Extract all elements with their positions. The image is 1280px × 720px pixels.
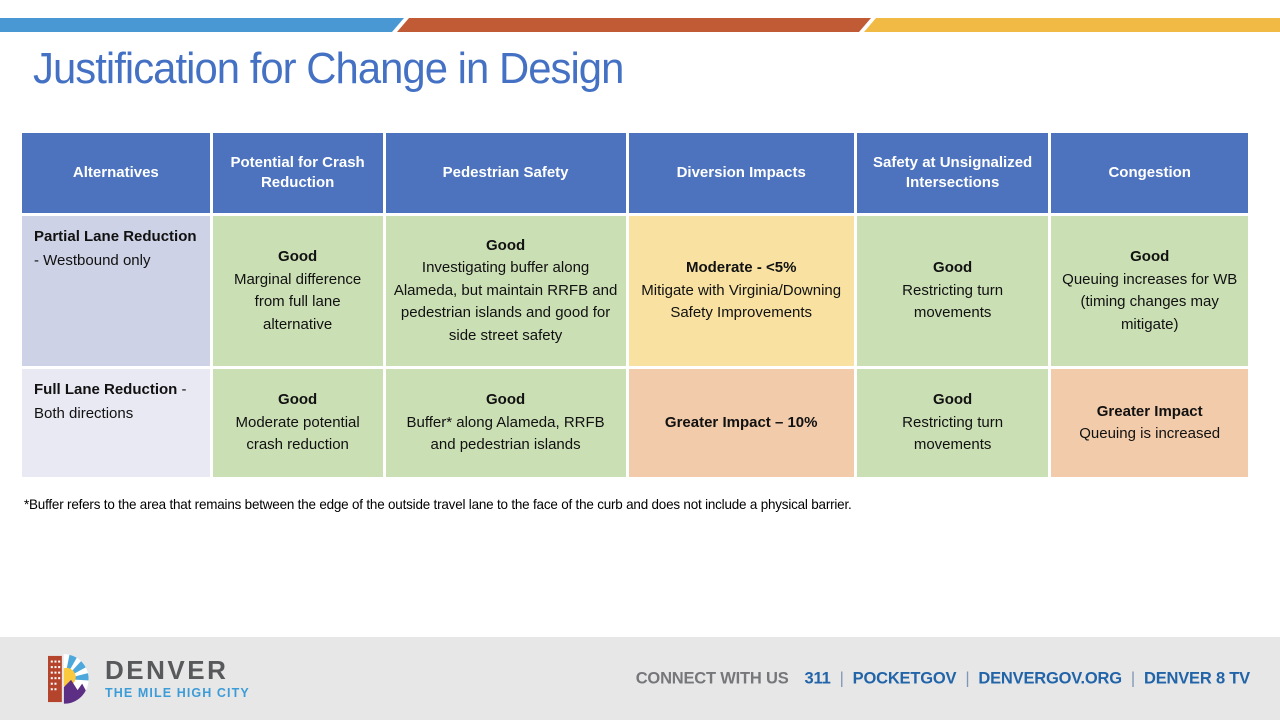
cell-description: Restricting turn movements <box>902 413 1004 454</box>
cell-description: Buffer* along Alameda, RRFB and pedestri… <box>406 413 605 454</box>
row-header-partial-lane-reduction: Partial Lane Reduction - Westbound only <box>22 216 210 366</box>
denver-logo: DENVER THE MILE HIGH CITY <box>48 651 250 707</box>
link-denvergov: DENVERGOV.ORG <box>978 669 1122 687</box>
col-header-unsignalized-safety: Safety at Unsignalized Intersections <box>856 133 1049 213</box>
cell-rating: Greater Impact <box>1096 402 1203 420</box>
link-pocketgov: POCKETGOV <box>852 669 957 687</box>
cell-rating: Good <box>933 391 973 409</box>
cell-partial-congestion: Good Queuing increases for WB (timing ch… <box>1051 216 1248 366</box>
cell-description: Moderate potential crash reduction <box>235 413 360 454</box>
ribbon-stripes-graphic <box>0 18 1280 32</box>
cell-full-unsignalized-safety: Good Restricting turn movements <box>856 369 1049 477</box>
cell-rating: Good <box>486 391 526 409</box>
cell-rating: Good <box>278 248 318 265</box>
comparison-table: Alternatives Potential for Crash Reducti… <box>22 133 1248 477</box>
col-header-pedestrian-safety: Pedestrian Safety <box>385 133 626 213</box>
divider <box>1131 669 1135 687</box>
connect-label: CONNECT WITH US <box>635 669 789 687</box>
footer-bar: DENVER THE MILE HIGH CITY CONNECT WITH U… <box>0 637 1280 720</box>
col-header-congestion: Congestion <box>1051 133 1248 213</box>
col-header-crash-reduction: Potential for Crash Reduction <box>212 133 383 213</box>
cell-full-diversion-impacts: Greater Impact – 10% <box>628 369 854 477</box>
ribbon-yellow-segment <box>864 18 1280 32</box>
ribbon-blue-segment <box>0 18 404 32</box>
alternative-detail: - Both directions <box>34 381 187 422</box>
cell-rating: Moderate - <5% <box>685 259 797 277</box>
row-header-full-lane-reduction: Full Lane Reduction - Both directions <box>22 369 210 477</box>
cell-description: Mitigate with Virginia/Downing Safety Im… <box>641 281 842 322</box>
cell-description: Marginal difference from full lane alter… <box>233 270 362 333</box>
cell-partial-crash-reduction: Good Marginal difference from full lane … <box>212 216 383 366</box>
cell-rating: Good <box>1130 248 1170 265</box>
cell-rating: Good <box>278 391 318 409</box>
col-header-alternatives: Alternatives <box>22 133 210 213</box>
cell-partial-diversion-impacts: Moderate - <5% Mitigate with Virginia/Do… <box>628 216 854 366</box>
link-denver8tv: DENVER 8 TV <box>1144 669 1250 687</box>
logo-wordmark: DENVER <box>105 655 229 686</box>
ribbon-red-segment <box>397 18 871 32</box>
denver-logo-icon <box>48 653 89 704</box>
logo-tagline: THE MILE HIGH CITY <box>105 685 250 700</box>
link-311: 311 <box>804 669 831 687</box>
cell-description: Investigating buffer along Alameda, but … <box>393 259 618 344</box>
cell-full-pedestrian-safety: Good Buffer* along Alameda, RRFB and ped… <box>385 369 626 477</box>
alternative-detail: - Westbound only <box>34 252 151 269</box>
cell-description: Restricting turn movements <box>902 281 1004 322</box>
connect-with-us-bar: CONNECT WITH US 311 POCKETGOV DENVERGOV.ORG… <box>636 669 1250 688</box>
cell-rating: Good <box>486 236 526 254</box>
page-title: Justification for Change in Design <box>33 44 624 93</box>
cell-full-crash-reduction: Good Moderate potential crash reduction <box>212 369 383 477</box>
divider <box>840 669 844 687</box>
buffer-footnote: *Buffer refers to the area that remains … <box>24 496 852 512</box>
cell-partial-unsignalized-safety: Good Restricting turn movements <box>856 216 1049 366</box>
top-ribbon <box>0 18 1280 32</box>
cell-full-congestion: Greater Impact Queuing is increased <box>1051 369 1248 477</box>
alternative-name: Full Lane Reduction <box>34 381 178 398</box>
cell-rating: Good <box>933 259 973 277</box>
cell-description: Queuing is increased <box>1079 425 1221 442</box>
cell-partial-pedestrian-safety: Good Investigating buffer along Alameda,… <box>385 216 626 366</box>
cell-rating: Greater Impact – 10% <box>664 413 818 431</box>
divider <box>965 669 969 687</box>
cell-description: Queuing increases for WB (timing changes… <box>1062 270 1238 333</box>
alternative-name: Partial Lane Reduction <box>34 228 197 245</box>
col-header-diversion-impacts: Diversion Impacts <box>628 133 854 213</box>
